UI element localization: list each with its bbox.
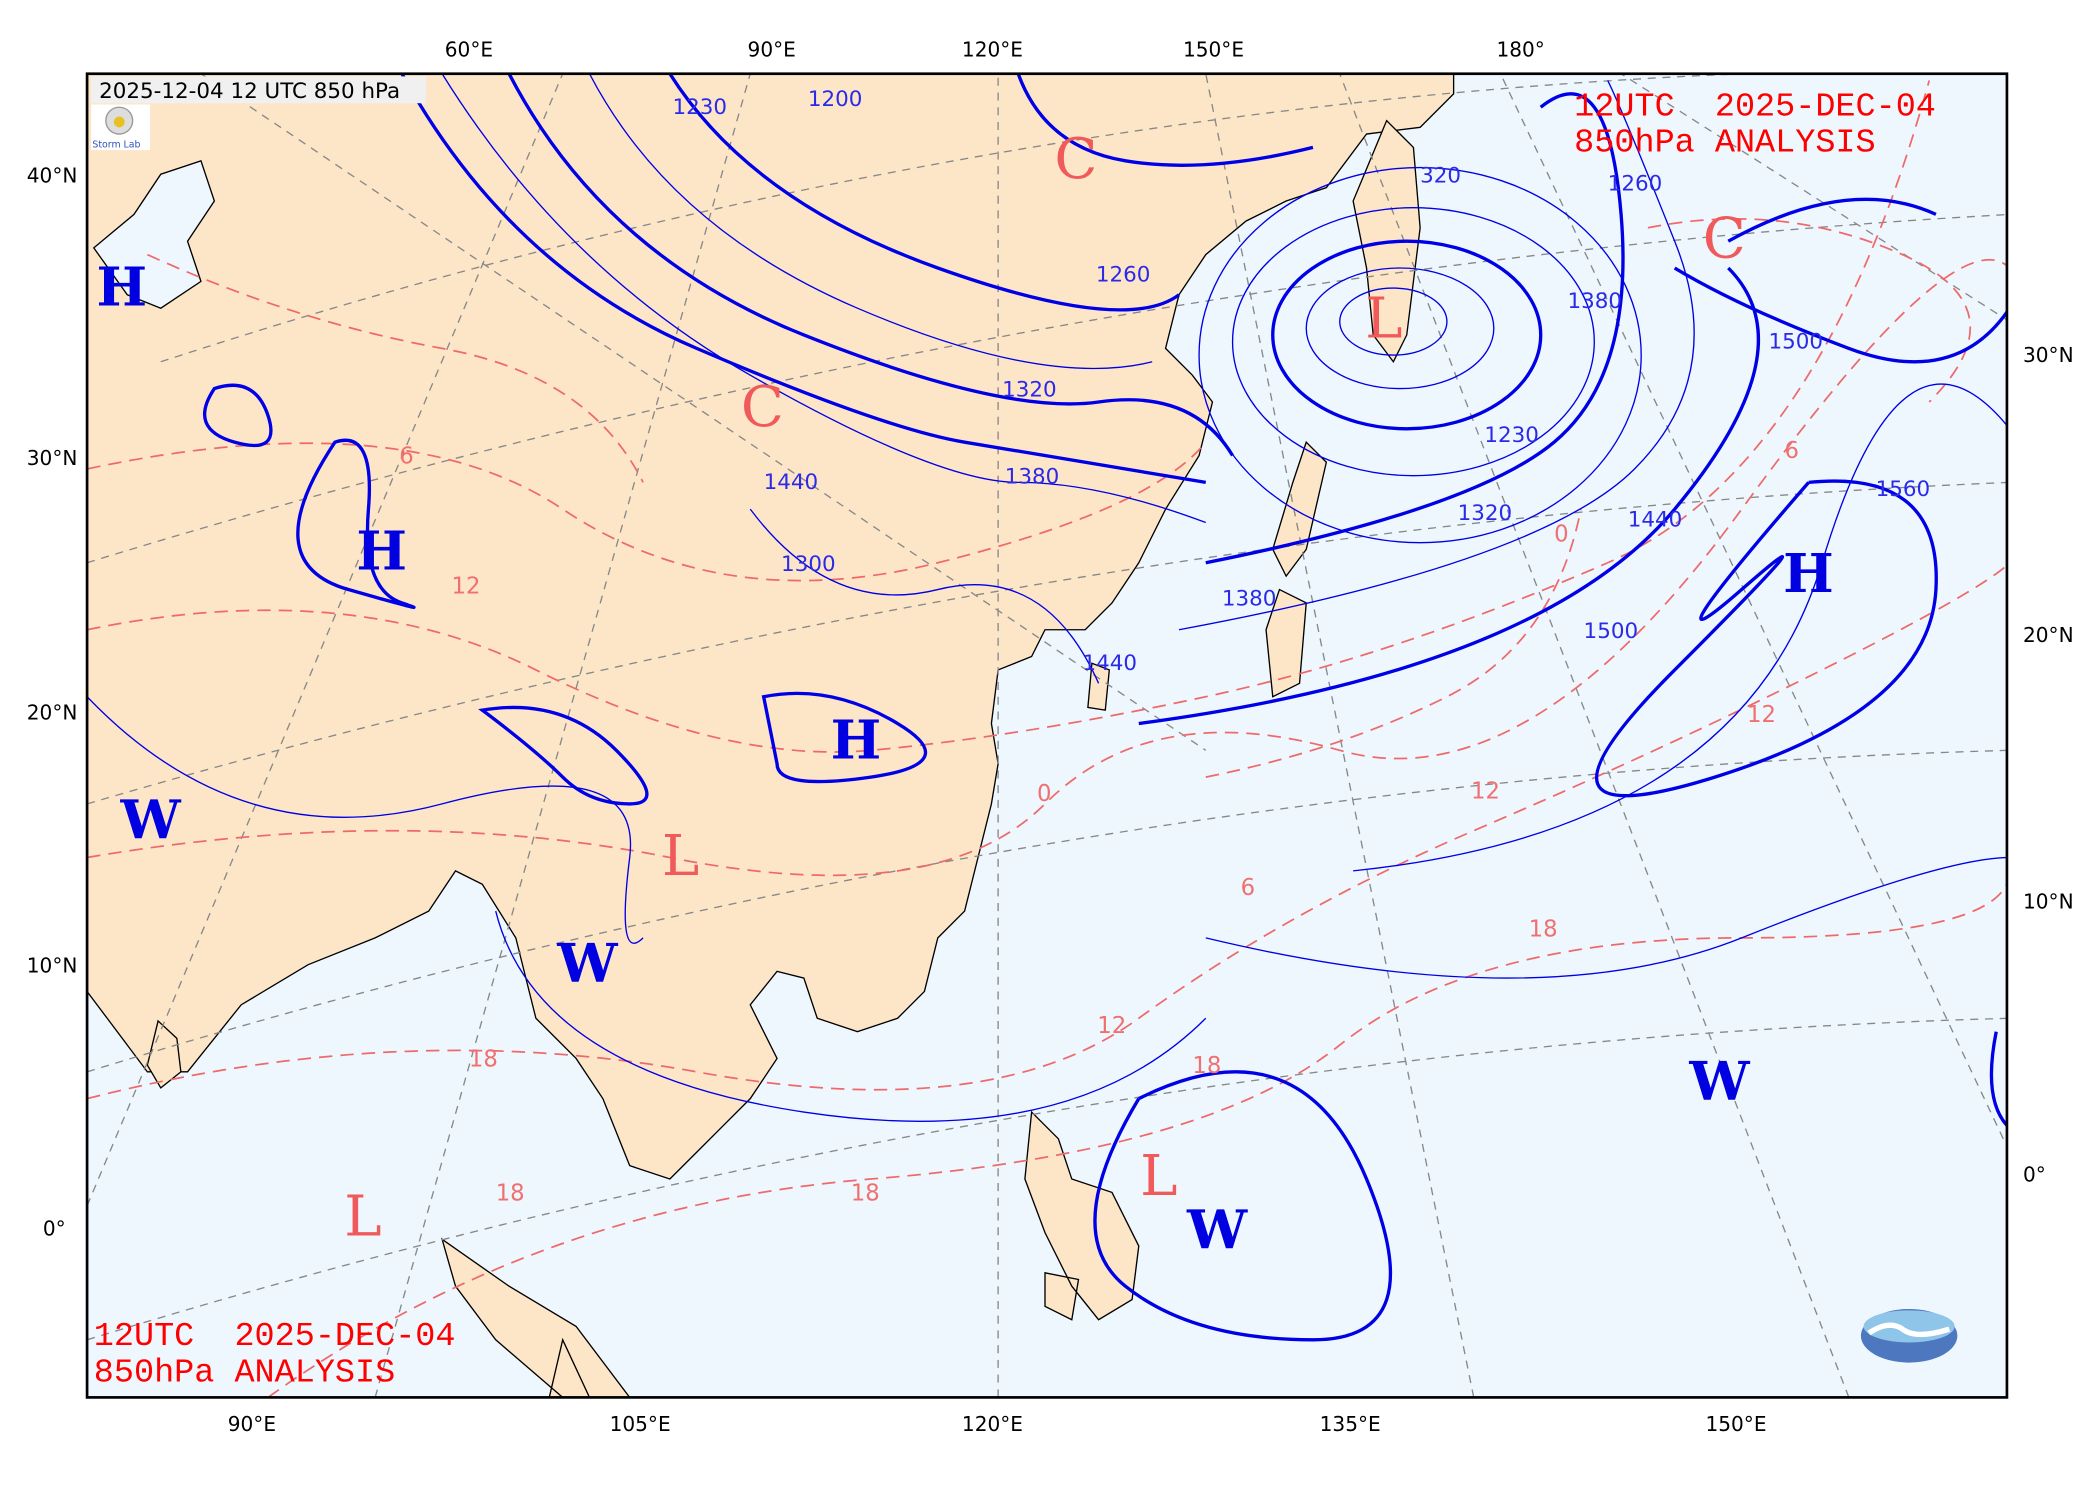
severe-storm-lab-logo: Storm Lab bbox=[91, 104, 151, 150]
contour-label: 12 bbox=[1097, 1013, 1126, 1039]
axis-label: 150°E bbox=[1705, 1412, 1766, 1436]
contour-label: 12 bbox=[1747, 702, 1776, 728]
sumatra-borneo bbox=[440, 1237, 631, 1398]
contour-label: 6 bbox=[399, 444, 413, 470]
asia-mainland bbox=[87, 73, 1455, 1180]
low-center: L bbox=[662, 824, 699, 889]
high-center: H bbox=[1783, 542, 1834, 605]
contour-label: 0 bbox=[1037, 781, 1051, 807]
warm-center: W bbox=[1186, 1199, 1248, 1262]
axis-label: 30°N bbox=[2023, 343, 2074, 367]
warm-center: W bbox=[556, 932, 618, 995]
contour-label: 1500 bbox=[1584, 619, 1639, 644]
contour-label: 18 bbox=[469, 1046, 498, 1072]
axis-label: 40°N bbox=[27, 163, 78, 187]
contour-label: 6 bbox=[1785, 438, 1799, 464]
contour-label: 1260 bbox=[1608, 171, 1663, 196]
contour-label: 12 bbox=[451, 574, 480, 600]
axis-label: 180° bbox=[1496, 37, 1544, 61]
title-top-right-line2: 850hPa ANALYSIS bbox=[1574, 124, 1875, 162]
contour-label: 12 bbox=[1471, 779, 1500, 805]
axis-bottom: 90°E 105°E 120°E 135°E 150°E bbox=[228, 1412, 1767, 1436]
contour-label: 1440 bbox=[1083, 651, 1138, 676]
contour-label: 320 bbox=[1420, 163, 1461, 188]
height-contours bbox=[87, 73, 2007, 1342]
philippines bbox=[1024, 1110, 1140, 1321]
contour-label: 18 bbox=[496, 1180, 525, 1206]
contour-label: 1380 bbox=[1567, 289, 1622, 314]
low-center: L bbox=[344, 1184, 381, 1249]
low-center: L bbox=[1365, 287, 1402, 352]
high-center: H bbox=[96, 256, 147, 319]
contour-label: 0 bbox=[1554, 521, 1568, 547]
contour-label: 1440 bbox=[1628, 508, 1683, 533]
axis-label: 0° bbox=[2023, 1163, 2046, 1187]
warm-center: W bbox=[120, 789, 182, 852]
high-center: H bbox=[831, 708, 882, 771]
axis-label: 105°E bbox=[610, 1412, 671, 1436]
cold-center: C bbox=[741, 375, 784, 440]
axis-right: 30°N 20°N 10°N 0° bbox=[2023, 343, 2074, 1187]
axis-label: 20°N bbox=[2023, 623, 2074, 647]
contour-label: 1230 bbox=[1484, 423, 1539, 448]
cold-center: C bbox=[1703, 206, 1746, 271]
contour-label: 18 bbox=[1529, 917, 1558, 943]
contour-label: 1560 bbox=[1876, 477, 1931, 502]
high-center: H bbox=[356, 519, 407, 582]
axis-label: 30°N bbox=[27, 446, 78, 470]
contour-label: 1320 bbox=[1002, 378, 1057, 403]
contour-label: 1380 bbox=[1005, 465, 1060, 490]
axis-label: 120°E bbox=[962, 37, 1023, 61]
axis-left: 40°N 30°N 20°N 10°N 0° bbox=[27, 163, 78, 1240]
header-label: 2025-12-04 12 UTC 850 hPa bbox=[99, 79, 400, 104]
contour-label: 1440 bbox=[764, 470, 819, 495]
cold-center: C bbox=[1054, 127, 1097, 192]
axis-label: 10°N bbox=[2023, 889, 2074, 913]
contour-label: 1260 bbox=[1096, 262, 1151, 287]
contour-label: 18 bbox=[851, 1180, 880, 1206]
contour-label: 1320 bbox=[1458, 501, 1513, 526]
contour-label: 1230 bbox=[673, 95, 728, 120]
height-labels: 1230 1200 1260 1260 320 1380 1500 1560 1… bbox=[673, 87, 1931, 676]
title-top-right-line1: 12UTC 2025-DEC-04 bbox=[1574, 88, 1936, 126]
axis-label: 20°N bbox=[27, 700, 78, 724]
axis-top: 60°E 90°E 120°E 150°E 180° bbox=[445, 37, 1545, 61]
svg-text:Storm Lab: Storm Lab bbox=[92, 139, 140, 150]
axis-label: 135°E bbox=[1320, 1412, 1381, 1436]
axis-label: 90°E bbox=[228, 1412, 276, 1436]
contour-label: 1300 bbox=[781, 552, 836, 577]
title-bottom-left-line1: 12UTC 2025-DEC-04 bbox=[94, 1318, 456, 1356]
axis-label: 0° bbox=[43, 1216, 66, 1240]
axis-label: 60°E bbox=[445, 37, 493, 61]
contour-label: 1200 bbox=[808, 87, 863, 112]
warm-center: W bbox=[1688, 1050, 1750, 1113]
contour-label: 6 bbox=[1241, 875, 1255, 901]
title-bottom-left-line2: 850hPa ANALYSIS bbox=[94, 1354, 395, 1392]
contour-label: 1380 bbox=[1222, 587, 1277, 612]
temperature-contours bbox=[87, 80, 2007, 1398]
axis-label: 120°E bbox=[962, 1412, 1023, 1436]
contour-label: 18 bbox=[1192, 1053, 1221, 1079]
low-center: L bbox=[1140, 1144, 1177, 1209]
cwa-wave-logo bbox=[1860, 1308, 1958, 1363]
axis-label: 150°E bbox=[1183, 37, 1244, 61]
caspian-sea bbox=[92, 159, 216, 309]
axis-label: 90°E bbox=[748, 37, 796, 61]
pressure-systems: H H H H C C C L L L L W W W W bbox=[96, 127, 1833, 1261]
map-frame bbox=[85, 72, 2009, 1399]
temperature-labels: 12 6 0 6 12 18 12 18 18 18 18 6 12 0 bbox=[399, 438, 1799, 1206]
japan-islands bbox=[1265, 119, 1421, 698]
axis-label: 10°N bbox=[27, 954, 78, 978]
contour-label: 1500 bbox=[1768, 329, 1823, 354]
